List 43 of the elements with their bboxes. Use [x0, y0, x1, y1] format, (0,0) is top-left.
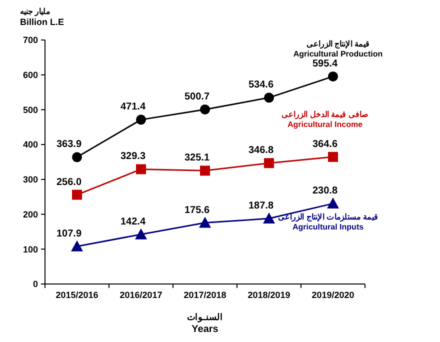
point: [328, 152, 338, 162]
data-label: 595.4: [312, 58, 338, 70]
x-tick-label: 2016/2017: [120, 290, 162, 300]
point: [71, 240, 83, 252]
y-tick-label: 0: [32, 279, 38, 290]
data-label: 500.7: [184, 91, 210, 102]
point: [328, 71, 338, 82]
point: [72, 190, 82, 200]
point: [72, 152, 82, 162]
x-tick-label: 2017/2018: [184, 290, 226, 300]
y-tick-label: 200: [22, 209, 38, 220]
y-tick-label: 700: [22, 35, 38, 46]
point: [200, 104, 210, 114]
data-label: 364.6: [312, 138, 338, 150]
point: [136, 164, 146, 174]
y-tick-label: 600: [22, 70, 38, 80]
data-label: 175.6: [184, 204, 210, 216]
point: [264, 158, 274, 168]
x-tick-label: 2018/2019: [248, 290, 290, 300]
point: [200, 166, 210, 176]
data-label: 329.3: [120, 151, 146, 162]
y-tick-label: 300: [22, 174, 38, 185]
x-tick-label: 2015/2016: [56, 290, 98, 300]
data-label: 107.9: [56, 228, 82, 240]
point: [327, 198, 339, 209]
point: [263, 212, 275, 224]
point: [199, 216, 211, 228]
point: [136, 114, 146, 125]
y-tick-label: 500: [22, 104, 38, 115]
point: [264, 92, 274, 103]
x-tick-label: 2019/2020: [312, 290, 354, 300]
y-tick-label: 100: [22, 244, 38, 254]
data-label: 142.4: [120, 216, 146, 228]
y-tick-label: 400: [22, 140, 38, 150]
data-label: 230.8: [312, 186, 338, 197]
point: [135, 228, 147, 240]
data-label: 325.1: [184, 152, 210, 164]
data-label: 471.4: [120, 102, 146, 113]
data-label: 346.8: [248, 145, 274, 156]
data-label: 363.9: [56, 139, 82, 150]
data-label: 256.0: [56, 176, 82, 188]
data-label: 187.8: [248, 200, 274, 212]
data-label: 534.6: [248, 80, 274, 91]
